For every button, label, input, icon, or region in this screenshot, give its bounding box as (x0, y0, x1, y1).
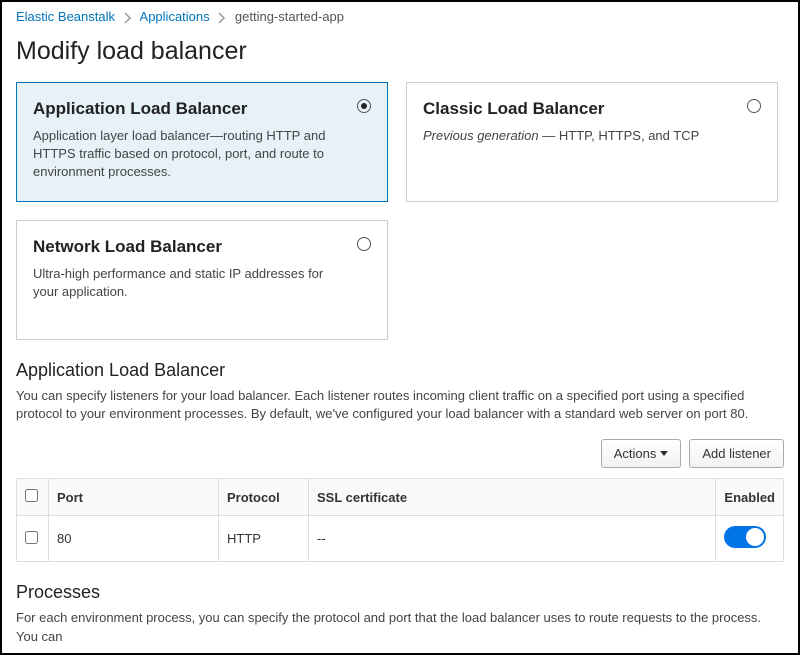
select-all-checkbox[interactable] (25, 489, 38, 502)
actions-button[interactable]: Actions (601, 439, 682, 468)
section-title-alb: Application Load Balancer (2, 340, 798, 387)
breadcrumb-link-eb[interactable]: Elastic Beanstalk (16, 9, 115, 24)
section-desc-processes: For each environment process, you can sp… (2, 609, 798, 655)
col-select-all (17, 479, 49, 516)
add-listener-button[interactable]: Add listener (689, 439, 784, 468)
load-balancer-options: Application Load Balancer Application la… (2, 82, 798, 340)
chevron-right-icon (124, 9, 132, 24)
radio-icon (357, 99, 371, 113)
option-title: Classic Load Balancer (423, 99, 737, 119)
cell-ssl: -- (309, 516, 716, 562)
caret-down-icon (660, 451, 668, 456)
enabled-toggle[interactable] (724, 526, 766, 548)
section-desc-alb: You can specify listeners for your load … (2, 387, 798, 433)
cell-port: 80 (49, 516, 219, 562)
chevron-right-icon (218, 9, 226, 24)
option-desc: Previous generation — HTTP, HTTPS, and T… (423, 127, 737, 145)
radio-icon (357, 237, 371, 251)
table-row: 80 HTTP -- (17, 516, 784, 562)
radio-icon (747, 99, 761, 113)
section-title-processes: Processes (2, 562, 798, 609)
option-classic-lb[interactable]: Classic Load Balancer Previous generatio… (406, 82, 778, 202)
col-ssl: SSL certificate (309, 479, 716, 516)
breadcrumb-current: getting-started-app (235, 9, 344, 24)
breadcrumb: Elastic Beanstalk Applications getting-s… (2, 2, 798, 29)
option-title: Network Load Balancer (33, 237, 347, 257)
listener-table: Port Protocol SSL certificate Enabled 80… (16, 478, 784, 562)
col-protocol: Protocol (219, 479, 309, 516)
breadcrumb-link-apps[interactable]: Applications (140, 9, 210, 24)
row-checkbox[interactable] (25, 531, 38, 544)
option-desc: Application layer load balancer—routing … (33, 127, 347, 182)
actions-label: Actions (614, 446, 657, 461)
cell-protocol: HTTP (219, 516, 309, 562)
option-application-lb[interactable]: Application Load Balancer Application la… (16, 82, 388, 202)
option-title: Application Load Balancer (33, 99, 347, 119)
col-port: Port (49, 479, 219, 516)
col-enabled: Enabled (716, 479, 784, 516)
page-title: Modify load balancer (2, 29, 798, 82)
option-network-lb[interactable]: Network Load Balancer Ultra-high perform… (16, 220, 388, 340)
listener-toolbar: Actions Add listener (2, 433, 798, 478)
option-desc: Ultra-high performance and static IP add… (33, 265, 347, 301)
